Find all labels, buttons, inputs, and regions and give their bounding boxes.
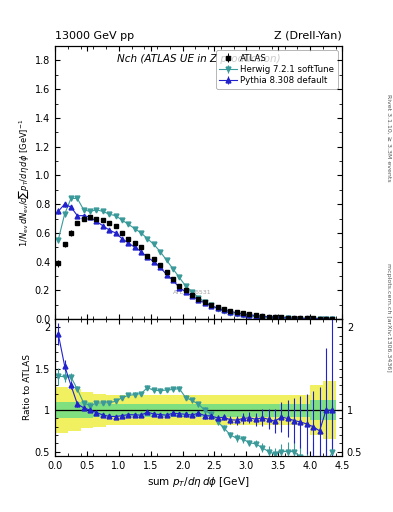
Text: 13000 GeV pp: 13000 GeV pp xyxy=(55,31,134,40)
Y-axis label: Ratio to ATLAS: Ratio to ATLAS xyxy=(23,354,32,420)
Y-axis label: $1/N_\mathrm{ev}\,dN_\mathrm{ev}/d\!\sum p_T/d\eta\,d\phi\ [\mathrm{GeV}]^{-1}$: $1/N_\mathrm{ev}\,dN_\mathrm{ev}/d\!\sum… xyxy=(17,118,31,247)
Text: mcplots.cern.ch [arXiv:1306.3436]: mcplots.cern.ch [arXiv:1306.3436] xyxy=(386,263,391,372)
Text: Z (Drell-Yan): Z (Drell-Yan) xyxy=(274,31,342,40)
Text: Rivet 3.1.10, ≥ 3.3M events: Rivet 3.1.10, ≥ 3.3M events xyxy=(386,94,391,182)
X-axis label: sum $p_T/d\eta\,d\phi$ [GeV]: sum $p_T/d\eta\,d\phi$ [GeV] xyxy=(147,475,250,489)
Text: Nch (ATLAS UE in Z production): Nch (ATLAS UE in Z production) xyxy=(117,54,280,65)
Text: ATL1736531: ATL1736531 xyxy=(173,290,212,294)
Legend: ATLAS, Herwig 7.2.1 softTune, Pythia 8.308 default: ATLAS, Herwig 7.2.1 softTune, Pythia 8.3… xyxy=(216,50,338,89)
